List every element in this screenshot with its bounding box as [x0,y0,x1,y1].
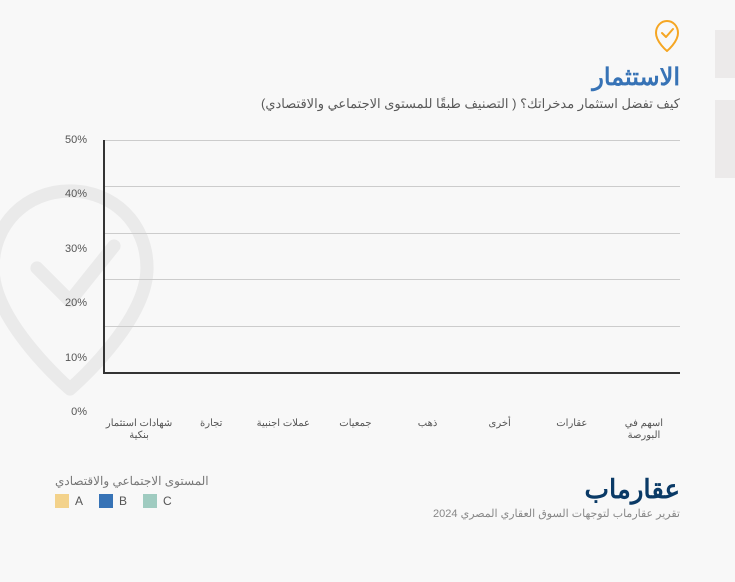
bar-group [321,140,393,372]
bar-chart: 0%10%20%30%40%50% شهادات استثمار بنكيةتج… [55,140,680,450]
bar-group [105,140,177,372]
bar-group [464,140,536,372]
x-label: تجارة [175,412,247,450]
legend: المستوى الاجتماعي والاقتصادي A B C [55,474,209,508]
y-tick-label: 40% [55,188,87,200]
brand-name: عقارماب [433,474,680,505]
x-label: أخرى [464,412,536,450]
legend-swatch [99,494,113,508]
y-tick-label: 30% [55,243,87,255]
legend-swatch [55,494,69,508]
page-container: الاستثمار كيف تفضل استثمار مدخراتك؟ ( ال… [0,0,735,582]
grid-line [105,186,680,187]
y-tick: 40% [55,188,99,200]
legend-label: B [119,494,127,508]
y-tick-label: 50% [55,134,87,146]
legend-label: C [163,494,172,508]
bar-group [177,140,249,372]
sidebar-placeholder [715,30,735,200]
legend-items: A B C [55,494,209,508]
legend-title: المستوى الاجتماعي والاقتصادي [55,474,209,488]
grid-line [105,279,680,280]
bar-groups [105,140,680,372]
header: الاستثمار كيف تفضل استثمار مدخراتك؟ ( ال… [55,20,680,112]
legend-swatch [143,494,157,508]
legend-item: C [143,494,172,508]
x-label: عملات اجنبية [247,412,319,450]
x-label: اسهم في البورصة [608,412,680,450]
brand-tagline: تقرير عقارماب لتوجهات السوق العقاري المص… [433,507,680,520]
y-tick-label: 10% [55,352,87,364]
bar-group [393,140,465,372]
y-tick: 50% [55,134,99,146]
y-tick: 0% [55,406,99,418]
x-label: عقارات [536,412,608,450]
grid-line [105,140,680,141]
y-axis: 0%10%20%30%40%50% [55,140,99,412]
y-tick: 20% [55,297,99,309]
plot-area [103,140,680,374]
y-tick: 30% [55,243,99,255]
bar-group [608,140,680,372]
grid-line [105,326,680,327]
brand-block: عقارماب تقرير عقارماب لتوجهات السوق العق… [433,474,680,520]
bar-group [536,140,608,372]
footer: عقارماب تقرير عقارماب لتوجهات السوق العق… [55,474,680,520]
page-title: الاستثمار [55,63,680,92]
pin-icon [654,20,680,57]
legend-item: B [99,494,127,508]
x-label: ذهب [392,412,464,450]
y-tick-label: 20% [55,297,87,309]
y-tick-label: 0% [55,406,87,418]
x-label: جمعيات [319,412,391,450]
y-tick: 10% [55,352,99,364]
x-label: شهادات استثمار بنكية [103,412,175,450]
bar-group [249,140,321,372]
x-axis-labels: شهادات استثمار بنكيةتجارةعملات اجنبيةجمع… [103,412,680,450]
legend-item: A [55,494,83,508]
grid-line [105,233,680,234]
legend-label: A [75,494,83,508]
page-subtitle: كيف تفضل استثمار مدخراتك؟ ( التصنيف طبقً… [55,96,680,112]
